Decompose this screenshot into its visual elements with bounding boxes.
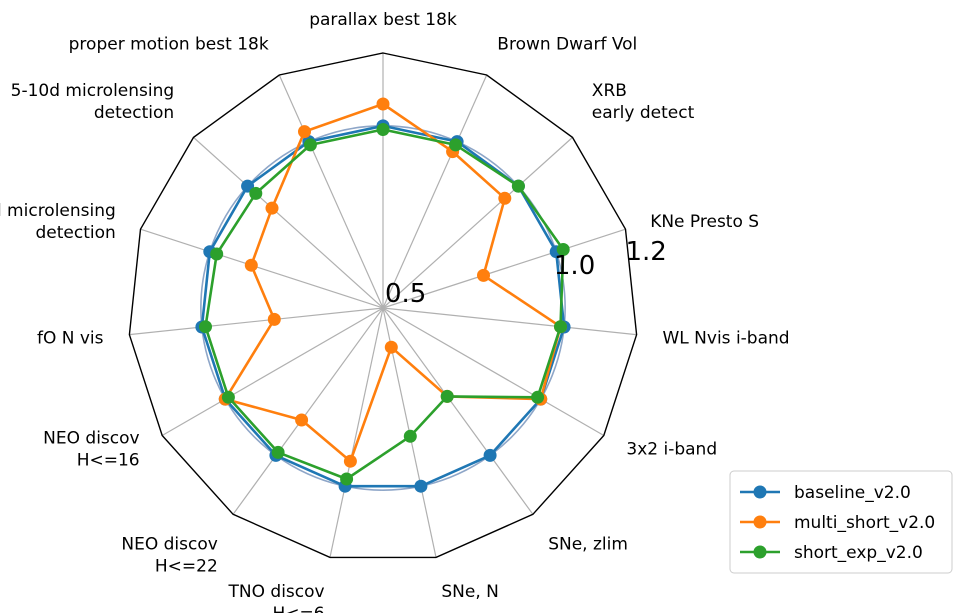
spoke-brown-dwarf-vol	[382, 74, 488, 309]
axis-label-xrb-early-detect: XRB early detect	[592, 81, 695, 123]
spoke-3x2-i-band	[382, 307, 605, 437]
point-short-exp-v2-0-60-90d-microlensing-detection	[210, 247, 224, 261]
spoke-wl-nvis-i-band	[382, 307, 637, 336]
point-multi-short-v2-0-kne-presto-s	[477, 268, 490, 282]
axis-label-proper-motion-best-18k: proper motion best 18k	[69, 34, 269, 54]
point-multi-short-v2-0-tno-discov-h-6	[343, 454, 357, 468]
point-short-exp-v2-0-brown-dwarf-vol	[449, 138, 463, 152]
spoke-neo-discov-h-16	[161, 307, 384, 437]
tick-label-1-2: 1.2	[626, 237, 667, 267]
legend-swatch-marker	[753, 545, 767, 559]
legend-label: short_exp_v2.0	[794, 543, 923, 563]
series-line-short-exp-v2-0	[204, 128, 565, 481]
spoke-xrb-early-detect	[382, 136, 573, 309]
point-short-exp-v2-0-parallax-best-18k	[376, 123, 390, 136]
spoke-proper-motion-best-18k	[278, 74, 384, 309]
axis-label-wl-nvis-i-band: WL Nvis i-band	[663, 328, 790, 348]
series-short-exp-v2-0	[199, 123, 570, 486]
axis-label-sne-zlim: SNe, zlim	[548, 534, 628, 554]
point-short-exp-v2-0-fo-n-vis	[199, 320, 212, 334]
axis-label-neo-discov-h-16: NEO discov H<=16	[43, 429, 139, 471]
spoke-tno-discov-h-6	[329, 307, 384, 558]
spoke-sne-zlim	[382, 307, 534, 515]
tick-label-1-0: 1.0	[554, 251, 595, 281]
spoke-5-10d-microlensing-detection	[193, 136, 384, 309]
axis-label-fo-n-vis: fO N vis	[37, 328, 104, 348]
point-multi-short-v2-0-neo-discov-h-22	[295, 413, 309, 427]
axis-label-kne-presto-s: KNe Presto S	[650, 212, 759, 232]
point-multi-short-v2-0-xrb-early-detect	[498, 191, 512, 205]
axis-label-neo-discov-h-22: NEO discov H<=22	[121, 534, 217, 576]
point-multi-short-v2-0-5-10d-microlensing-detection	[265, 201, 279, 215]
legend-swatch-marker	[753, 485, 767, 499]
point-short-exp-v2-0-neo-discov-h-22	[271, 445, 285, 459]
axis-label-5-10d-microlensing-detection: 5-10d microlensing detection	[11, 81, 175, 123]
legend: baseline_v2.0 multi_short_v2.0 short_exp_v…	[729, 470, 953, 574]
axis-label-brown-dwarf-vol: Brown Dwarf Vol	[497, 34, 637, 54]
point-short-exp-v2-0-sne-n	[403, 429, 417, 443]
point-baseline-v2-0-sne-n	[414, 479, 428, 493]
series-line-multi-short-v2-0	[224, 102, 562, 463]
outer-frame	[128, 52, 638, 559]
legend-label: baseline_v2.0	[794, 483, 911, 503]
axis-labels: parallax best 18k Brown Dwarf Vol XRB early…	[0, 10, 790, 613]
point-baseline-v2-0-sne-zlim	[483, 448, 497, 462]
axis-label-sne-n: SNe, N	[441, 582, 499, 602]
spoke-fo-n-vis	[129, 307, 384, 336]
point-short-exp-v2-0-kne-presto-s	[556, 243, 570, 256]
point-short-exp-v2-0-tno-discov-h-6	[340, 472, 354, 486]
point-short-exp-v2-0-neo-discov-h-16	[221, 390, 235, 404]
spoke-60-90d-microlensing-detection	[140, 228, 384, 309]
series-layer	[195, 97, 571, 493]
spoke-kne-presto-s	[382, 228, 626, 309]
point-multi-short-v2-0-fo-n-vis	[267, 312, 281, 326]
point-multi-short-v2-0-sne-n	[384, 340, 398, 354]
point-short-exp-v2-0-wl-nvis-i-band	[554, 320, 567, 334]
point-short-exp-v2-0-sne-zlim	[440, 389, 454, 403]
point-multi-short-v2-0-parallax-best-18k	[376, 97, 390, 111]
point-short-exp-v2-0-proper-motion-best-18k	[303, 138, 317, 152]
legend-item-multi-short-v2-0: multi_short_v2.0	[740, 513, 935, 533]
point-multi-short-v2-0-proper-motion-best-18k	[298, 125, 311, 139]
legend-swatch-marker	[753, 515, 767, 529]
spoke-neo-discov-h-22	[232, 307, 384, 515]
point-short-exp-v2-0-xrb-early-detect	[511, 179, 525, 193]
legend-box	[729, 470, 953, 574]
legend-item-short-exp-v2-0: short_exp_v2.0	[740, 543, 923, 563]
point-short-exp-v2-0-3x2-i-band	[531, 390, 545, 404]
legend-item-baseline-v2-0: baseline_v2.0	[740, 483, 911, 503]
series-line-baseline-v2-0	[200, 124, 566, 488]
tick-label-0-5: 0.5	[385, 279, 426, 309]
axis-label-3x2-i-band: 3x2 i-band	[626, 440, 717, 460]
legend-label: multi_short_v2.0	[794, 513, 935, 533]
axis-label-parallax-best-18k: parallax best 18k	[309, 10, 457, 30]
radar-grid	[128, 52, 638, 559]
point-short-exp-v2-0-5-10d-microlensing-detection	[249, 186, 263, 200]
tick-labels: 0.5 1.0 1.2	[385, 237, 667, 309]
point-multi-short-v2-0-60-90d-microlensing-detection	[244, 258, 258, 272]
